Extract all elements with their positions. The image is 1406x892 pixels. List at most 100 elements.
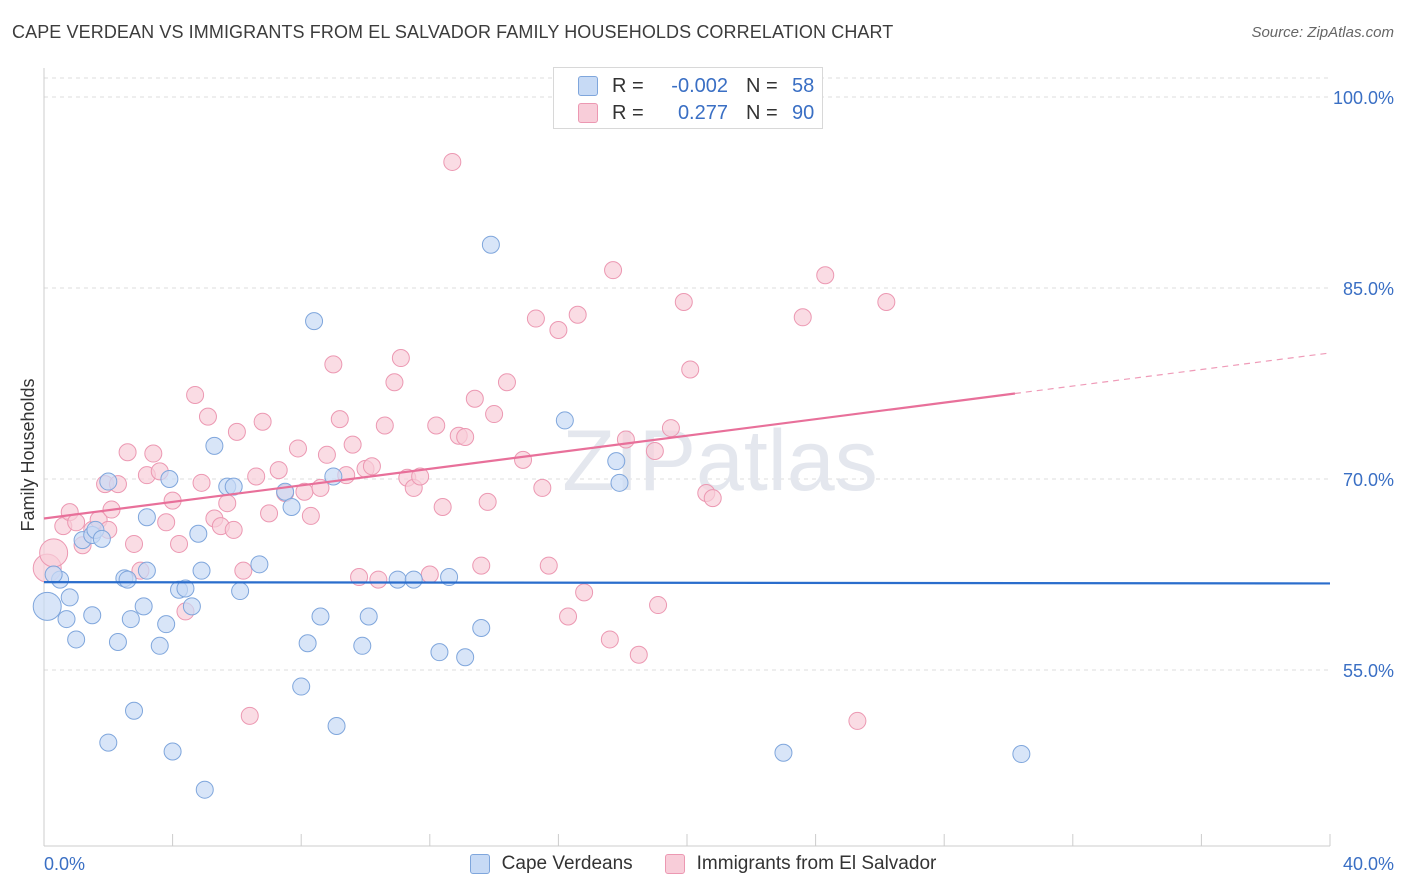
data-point[interactable] <box>549 321 568 340</box>
data-point[interactable] <box>375 416 394 435</box>
data-point[interactable] <box>134 597 153 616</box>
data-point[interactable] <box>327 717 346 736</box>
data-point[interactable] <box>1012 745 1031 764</box>
data-point[interactable] <box>877 293 896 312</box>
data-point[interactable] <box>282 498 301 517</box>
data-point[interactable] <box>526 309 545 328</box>
data-point[interactable] <box>92 529 111 548</box>
data-point[interactable] <box>305 312 324 331</box>
data-point[interactable] <box>427 416 446 435</box>
data-point[interactable] <box>205 436 224 455</box>
data-point[interactable] <box>182 597 201 616</box>
data-point[interactable] <box>247 467 266 486</box>
data-point[interactable] <box>568 305 587 324</box>
data-point[interactable] <box>343 435 362 454</box>
data-point[interactable] <box>301 506 320 525</box>
data-point[interactable] <box>649 596 668 615</box>
data-point[interactable] <box>330 410 349 429</box>
data-point[interactable] <box>404 570 423 589</box>
data-point[interactable] <box>137 508 156 527</box>
data-point[interactable] <box>234 561 253 580</box>
data-point[interactable] <box>533 478 552 497</box>
data-point[interactable] <box>604 261 623 280</box>
data-point[interactable] <box>32 591 62 621</box>
data-point[interactable] <box>170 534 189 553</box>
data-point[interactable] <box>661 419 680 438</box>
data-point[interactable] <box>472 556 491 575</box>
data-point[interactable] <box>681 360 700 379</box>
data-point[interactable] <box>456 427 475 446</box>
data-point[interactable] <box>118 443 137 462</box>
data-point[interactable] <box>39 538 69 568</box>
data-point[interactable] <box>260 504 279 523</box>
data-point[interactable] <box>559 607 578 626</box>
data-point[interactable] <box>144 444 163 463</box>
data-point[interactable] <box>231 582 250 601</box>
data-point[interactable] <box>362 457 381 476</box>
data-point[interactable] <box>485 405 504 424</box>
data-point[interactable] <box>118 570 137 589</box>
data-point[interactable] <box>324 355 343 374</box>
data-point[interactable] <box>443 152 462 171</box>
data-point[interactable] <box>607 452 626 471</box>
data-point[interactable] <box>192 561 211 580</box>
data-point[interactable] <box>189 524 208 543</box>
data-point[interactable] <box>481 235 500 254</box>
data-point[interactable] <box>108 632 127 651</box>
data-point[interactable] <box>359 607 378 626</box>
data-point[interactable] <box>125 701 144 720</box>
data-point[interactable] <box>157 513 176 532</box>
data-point[interactable] <box>539 556 558 575</box>
data-point[interactable] <box>224 520 243 539</box>
data-point[interactable] <box>298 634 317 653</box>
data-point[interactable] <box>192 473 211 492</box>
data-point[interactable] <box>472 618 491 637</box>
data-point[interactable] <box>163 742 182 761</box>
data-point[interactable] <box>121 610 140 629</box>
data-point[interactable] <box>430 643 449 662</box>
data-point[interactable] <box>125 534 144 553</box>
data-point[interactable] <box>433 498 452 517</box>
data-point[interactable] <box>353 636 372 655</box>
data-point[interactable] <box>497 373 516 392</box>
data-point[interactable] <box>391 349 410 368</box>
data-point[interactable] <box>616 430 635 449</box>
data-point[interactable] <box>575 583 594 602</box>
data-point[interactable] <box>420 565 439 584</box>
data-point[interactable] <box>269 461 288 480</box>
data-point[interactable] <box>253 412 272 431</box>
legend-item-cape-verdeans[interactable]: Cape Verdeans <box>469 853 633 875</box>
data-point[interactable] <box>157 615 176 634</box>
data-point[interactable] <box>465 389 484 408</box>
data-point[interactable] <box>816 266 835 285</box>
data-point[interactable] <box>250 555 269 574</box>
data-point[interactable] <box>514 450 533 469</box>
data-point[interactable] <box>478 492 497 511</box>
data-point[interactable] <box>99 733 118 752</box>
data-point[interactable] <box>645 441 664 460</box>
data-point[interactable] <box>186 385 205 404</box>
data-point[interactable] <box>137 561 156 580</box>
data-point[interactable] <box>600 630 619 649</box>
data-point[interactable] <box>703 489 722 508</box>
data-point[interactable] <box>311 607 330 626</box>
data-point[interactable] <box>44 565 63 584</box>
data-point[interactable] <box>610 473 629 492</box>
data-point[interactable] <box>674 293 693 312</box>
data-point[interactable] <box>176 579 195 598</box>
data-point[interactable] <box>629 645 648 664</box>
data-point[interactable] <box>60 588 79 607</box>
data-point[interactable] <box>317 445 336 464</box>
data-point[interactable] <box>848 711 867 730</box>
data-point[interactable] <box>67 513 86 532</box>
data-point[interactable] <box>440 568 459 587</box>
legend-item-el-salvador[interactable]: Immigrants from El Salvador <box>664 853 936 875</box>
data-point[interactable] <box>67 630 86 649</box>
data-point[interactable] <box>150 636 169 655</box>
data-point[interactable] <box>218 494 237 513</box>
data-point[interactable] <box>83 606 102 625</box>
data-point[interactable] <box>456 648 475 667</box>
data-point[interactable] <box>350 568 369 587</box>
data-point[interactable] <box>292 677 311 696</box>
data-point[interactable] <box>57 610 76 629</box>
